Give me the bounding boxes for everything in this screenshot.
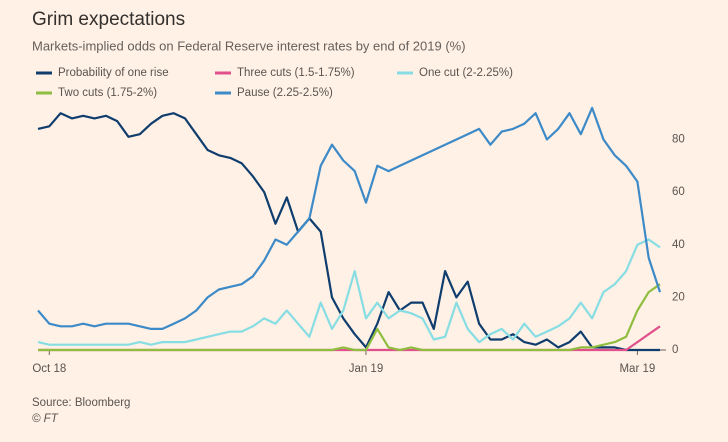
y-tick-label: 40 [672, 239, 685, 251]
legend-label: One cut (2-2.25%) [419, 67, 513, 79]
source: Source: Bloomberg [32, 397, 130, 409]
x-tick-label: Oct 18 [32, 363, 66, 375]
y-tick-label: 60 [672, 186, 685, 198]
series-line [37, 112, 660, 352]
series-line [38, 283, 661, 352]
chart-subtitle: Markets-implied odds on Federal Reserve … [32, 38, 466, 53]
legend-label: Probability of one rise [58, 67, 169, 79]
y-tick-label: 80 [672, 134, 685, 146]
x-tick-label: Jan 19 [349, 363, 384, 375]
series-line [37, 238, 661, 346]
series-line [37, 106, 662, 330]
x-tick-label: Mar 19 [619, 363, 655, 375]
y-tick-label: 20 [672, 291, 685, 303]
credit: © FT [32, 413, 59, 425]
legend-label: Three cuts (1.5-1.75%) [237, 67, 355, 79]
chart-title: Grim expectations [32, 9, 185, 30]
y-tick-label: 0 [672, 344, 678, 356]
legend-label: Pause (2.25-2.5%) [237, 87, 333, 99]
legend-label: Two cuts (1.75-2%) [58, 87, 157, 99]
